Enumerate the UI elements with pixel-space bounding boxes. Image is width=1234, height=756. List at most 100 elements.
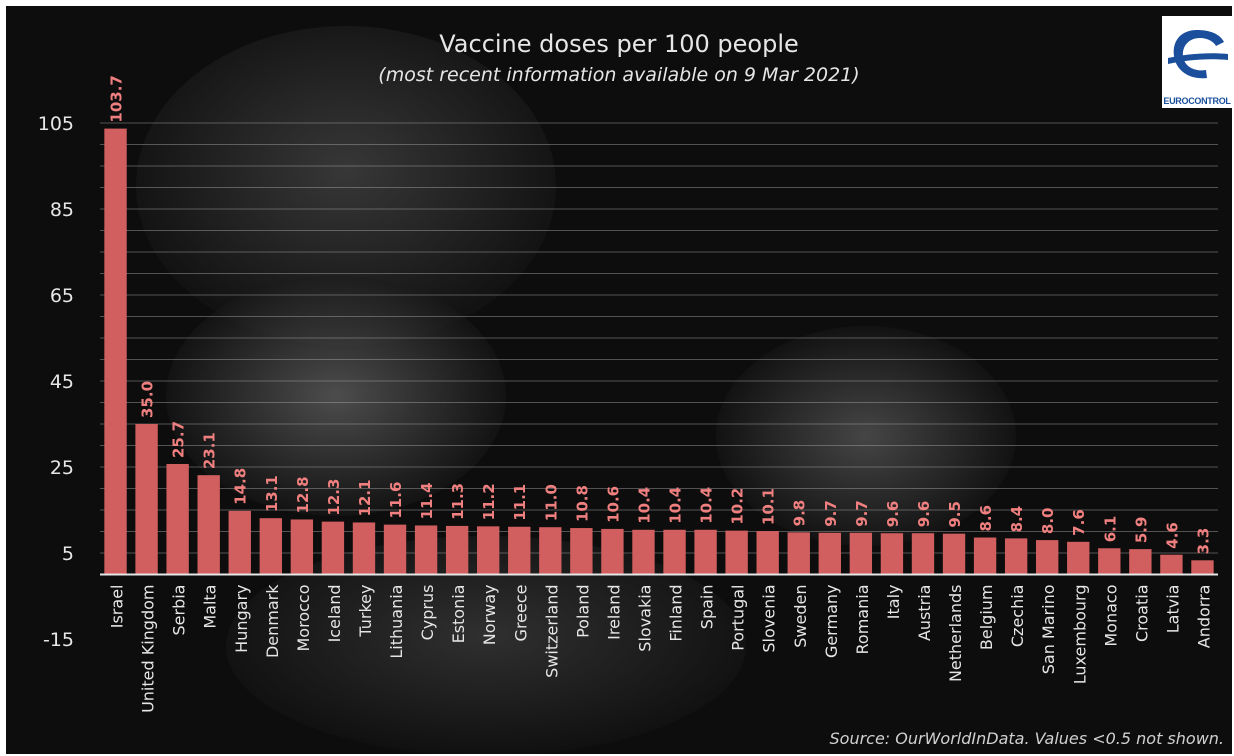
eurocontrol-logo: EUROCONTROL <box>1162 16 1232 108</box>
chart-title-block: Vaccine doses per 100 people (most recen… <box>6 30 1232 86</box>
category-label: Germany <box>822 585 841 659</box>
bar <box>787 532 810 575</box>
category-label: Sweden <box>791 585 810 648</box>
bar-value-label: 4.6 <box>1163 522 1181 549</box>
y-tick-label: 105 <box>38 113 74 135</box>
bar <box>725 530 748 575</box>
bar-value-label: 14.8 <box>232 468 250 505</box>
category-label: San Marino <box>1039 585 1058 675</box>
bar <box>445 525 469 575</box>
bar <box>1098 548 1121 575</box>
y-tick-label: 45 <box>50 371 74 393</box>
bar-value-label: 10.2 <box>729 488 747 525</box>
bar-value-label: 9.6 <box>884 501 902 528</box>
bar <box>539 527 562 575</box>
bar <box>601 528 624 575</box>
value-labels: 103.7 35.0 25.7 23.1 14.8 13.1 12.8 12.3 12.1 11.… <box>108 75 1213 554</box>
bar-value-label: 10.8 <box>573 485 591 522</box>
bar <box>1191 560 1214 575</box>
bar-value-label: 9.8 <box>791 500 809 527</box>
bar-value-label: 11.0 <box>542 484 560 521</box>
category-label: United Kingdom <box>139 585 158 713</box>
background-photo <box>136 26 1016 754</box>
bar-value-label: 103.7 <box>108 75 126 122</box>
x-axis-categories: Israel United Kingdom Serbia Malta Hungary De… <box>108 584 1214 713</box>
bar-value-label: 11.4 <box>418 482 436 519</box>
bar-value-label: 25.7 <box>170 421 188 458</box>
bar-value-label: 10.6 <box>604 486 622 523</box>
bar-value-label: 8.0 <box>1039 508 1057 535</box>
bar-value-label: 7.6 <box>1070 509 1088 536</box>
category-label: Estonia <box>449 585 468 644</box>
bar-value-label: 11.6 <box>387 482 405 519</box>
bar-value-label: 11.3 <box>449 483 467 520</box>
category-label: Italy <box>884 585 903 620</box>
bar-value-label: 12.3 <box>325 479 343 516</box>
bar <box>911 533 935 575</box>
category-label: Israel <box>108 585 127 629</box>
bar-value-label: 10.4 <box>667 487 685 524</box>
bars <box>104 128 1214 575</box>
bar-value-label: 9.7 <box>853 500 871 527</box>
bar <box>973 537 997 575</box>
gridlines <box>100 122 1218 554</box>
bar-value-label: 9.6 <box>915 501 933 528</box>
bar-chart: 105 85 65 45 25 5 -15 103.7 35.0 25.7 23.1 14.8 13.… <box>38 75 1218 713</box>
y-tick-label: -15 <box>43 629 74 651</box>
bar-value-label: 23.1 <box>201 432 219 469</box>
bar <box>352 522 376 575</box>
bar-value-label: 11.2 <box>480 483 498 520</box>
category-label: Malta <box>201 585 220 629</box>
category-label: Czechia <box>1008 585 1027 648</box>
bar-value-label: 9.5 <box>946 501 964 528</box>
bar <box>663 529 686 575</box>
bar-value-label: 11.1 <box>511 484 529 521</box>
bar-value-label: 12.8 <box>294 476 312 513</box>
y-tick-label: 25 <box>50 457 74 479</box>
bar <box>632 529 655 575</box>
category-label: Norway <box>480 585 499 646</box>
category-label: Switzerland <box>542 585 561 678</box>
bar <box>818 532 841 575</box>
bar <box>849 532 873 575</box>
bar-value-label: 8.6 <box>977 505 995 532</box>
bar <box>290 519 314 575</box>
bar <box>135 424 158 575</box>
category-label: Netherlands <box>946 585 965 683</box>
bar <box>1036 540 1059 575</box>
bar-value-label: 9.7 <box>822 500 840 527</box>
bar <box>104 128 127 575</box>
category-label: Luxembourg <box>1070 585 1089 685</box>
logo-mark-icon <box>1168 30 1228 79</box>
category-label: Greece <box>511 585 530 642</box>
bar <box>1160 554 1183 575</box>
category-label: Iceland <box>325 585 344 643</box>
bar <box>942 533 966 575</box>
bar-value-label: 13.1 <box>263 475 281 512</box>
category-label: Ireland <box>604 585 623 640</box>
bar-value-label: 12.1 <box>356 479 374 516</box>
category-label: Denmark <box>263 584 282 658</box>
category-label: Portugal <box>729 585 748 651</box>
bar <box>1067 541 1090 575</box>
category-label: Serbia <box>170 585 189 636</box>
y-tick-label: 85 <box>50 199 74 221</box>
category-label: Poland <box>573 585 592 638</box>
bar <box>694 529 717 575</box>
y-axis-ticks: 105 85 65 45 25 5 -15 <box>38 113 74 651</box>
y-tick-label: 5 <box>62 543 74 565</box>
category-label: Austria <box>915 585 934 642</box>
bar-value-label: 10.4 <box>635 487 653 524</box>
category-label: Croatia <box>1132 585 1151 643</box>
bar <box>1129 549 1152 575</box>
category-label: Slovenia <box>760 585 779 653</box>
category-label: Belgium <box>977 584 996 650</box>
category-label: Hungary <box>232 585 251 653</box>
bar-value-label: 6.1 <box>1101 516 1119 543</box>
category-label: Turkey <box>356 585 375 638</box>
bar <box>414 525 438 575</box>
category-label: Latvia <box>1163 585 1182 634</box>
category-label: Andorra <box>1194 585 1213 649</box>
logo-text: EUROCONTROL <box>1163 96 1231 106</box>
bar <box>228 510 251 575</box>
